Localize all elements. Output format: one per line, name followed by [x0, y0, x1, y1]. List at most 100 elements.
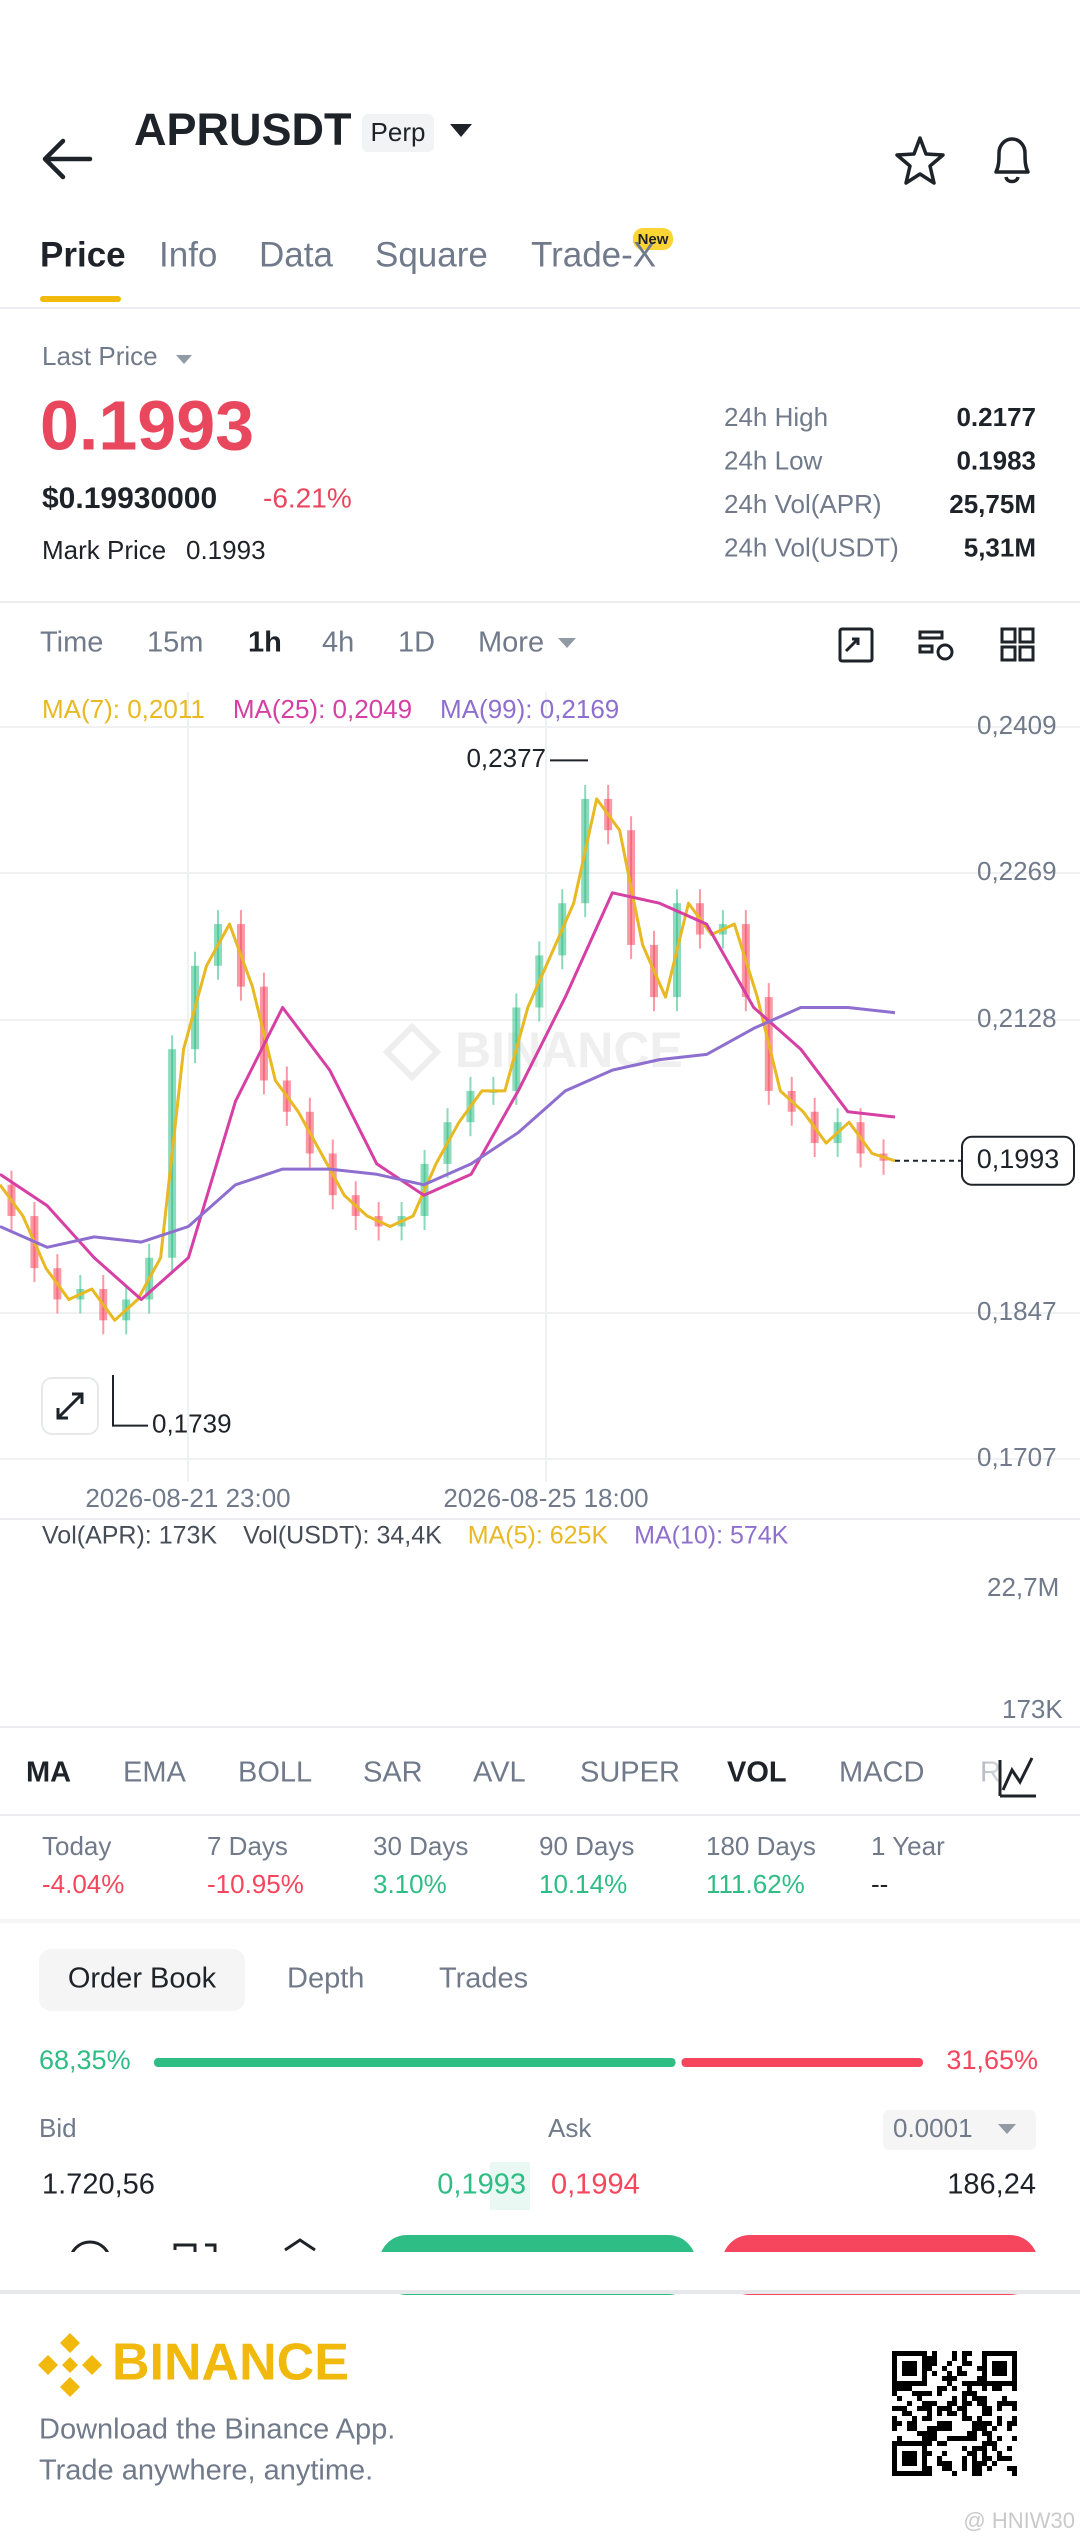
qr-module	[982, 2456, 987, 2461]
interval[interactable]: Time	[40, 627, 103, 659]
indicator-tab[interactable]: VOL	[727, 1757, 787, 1789]
chart-tools[interactable]	[838, 627, 1035, 663]
qr-module	[977, 2366, 982, 2371]
image-watermark: @ HNIW30	[963, 2508, 1075, 2533]
qr-module	[937, 2391, 942, 2396]
qr-module	[972, 2466, 977, 2471]
qr-module	[972, 2421, 977, 2426]
qr-module	[907, 2401, 912, 2406]
ask-ratio-bar	[681, 2058, 923, 2067]
qr-module	[957, 2406, 962, 2411]
qr-module	[927, 2411, 932, 2416]
qr-module	[952, 2411, 957, 2416]
qr-module	[922, 2401, 927, 2406]
qr-module	[917, 2391, 922, 2396]
qr-module	[997, 2406, 1002, 2411]
qr-module	[927, 2471, 932, 2476]
expand-button[interactable]	[41, 1377, 99, 1435]
interval[interactable]: 1D	[398, 627, 435, 659]
qr-module	[977, 2381, 982, 2386]
qr-module	[1002, 2401, 1007, 2406]
indicator-settings[interactable]	[998, 1757, 1036, 1798]
qr-module	[942, 2386, 947, 2391]
qr-module	[982, 2411, 987, 2416]
qr-module	[937, 2456, 942, 2461]
qr-module	[927, 2451, 932, 2456]
qr-module	[892, 2386, 897, 2391]
tab-underline	[40, 296, 121, 302]
contract-badge: Perp	[371, 117, 426, 147]
last-price-label: Last Price	[42, 341, 158, 371]
more-dropdown[interactable]	[558, 638, 576, 648]
qr-module	[972, 2396, 977, 2401]
qr-module	[927, 2436, 932, 2441]
qr-module	[967, 2416, 972, 2421]
interval[interactable]: More	[478, 627, 544, 659]
indicator-tab[interactable]: EMA	[123, 1757, 187, 1789]
tab[interactable]: Info	[159, 235, 217, 274]
qr-module	[932, 2431, 937, 2436]
qr-module	[972, 2456, 977, 2461]
stat-label: 24h High	[724, 402, 828, 432]
qr-module	[947, 2376, 952, 2381]
qr-module	[917, 2431, 922, 2436]
qr-module	[962, 2406, 967, 2411]
qr-module	[982, 2441, 987, 2446]
qr-module	[1007, 2426, 1012, 2431]
qr-module	[972, 2391, 977, 2396]
symbol: APRUSDT	[134, 104, 352, 155]
indicator-tab[interactable]: BOLL	[238, 1757, 312, 1789]
qr-module	[967, 2401, 972, 2406]
qr-module	[977, 2376, 982, 2381]
qr-module	[922, 2416, 927, 2421]
back-button[interactable]	[42, 138, 93, 180]
tab[interactable]: Trade-X	[531, 235, 656, 274]
qr-module	[892, 2426, 897, 2431]
qr-module	[987, 2421, 992, 2426]
indicator-tab[interactable]: AVL	[473, 1757, 526, 1789]
precision-dropdown[interactable]	[998, 2124, 1016, 2134]
qr-module	[1007, 2456, 1012, 2461]
favorite-star[interactable]	[895, 136, 945, 185]
y-tick-label: 0,2409	[977, 710, 1057, 740]
qr-module	[977, 2461, 982, 2466]
dropdown[interactable]	[450, 124, 472, 137]
qr-module	[972, 2436, 977, 2441]
book-tab[interactable]: Trades	[439, 1963, 528, 1995]
qr-module	[977, 2421, 982, 2426]
qr-module	[967, 2391, 972, 2396]
indicator-tab[interactable]: MA	[26, 1757, 71, 1789]
book-tab[interactable]: Order Book	[68, 1963, 217, 1995]
qr-code	[892, 2351, 1017, 2476]
qr-module	[932, 2426, 937, 2431]
precision: 0.0001	[893, 2113, 973, 2143]
legend-entry: MA(7): 0,2011	[42, 694, 205, 724]
stat-value: 0.1983	[956, 445, 1036, 475]
indicator-tab[interactable]: MACD	[839, 1757, 924, 1789]
qr-module	[922, 2436, 927, 2441]
interval[interactable]: 15m	[147, 627, 203, 659]
tab-pill	[39, 1949, 245, 2011]
qr-module	[1012, 2436, 1017, 2441]
precision-select[interactable]	[883, 2110, 1036, 2150]
alert-bell[interactable]	[994, 137, 1030, 184]
indicator-tab[interactable]: SUPER	[580, 1757, 680, 1789]
qr-module	[927, 2356, 932, 2361]
qr-module	[922, 2391, 927, 2396]
price-type-dropdown[interactable]	[176, 355, 192, 364]
qr-module	[1012, 2466, 1017, 2471]
qr-module	[962, 2361, 967, 2366]
indicator-tab[interactable]: SAR	[363, 1757, 423, 1789]
qr-module	[942, 2461, 947, 2466]
book-tab[interactable]: Depth	[287, 1963, 364, 1995]
tab[interactable]: Data	[259, 235, 333, 274]
tab[interactable]: Price	[40, 235, 126, 274]
footer-border	[0, 2290, 1080, 2294]
qr-module	[972, 2381, 977, 2386]
qr-module	[907, 2386, 912, 2391]
new-badge: New	[638, 231, 669, 248]
interval[interactable]: 4h	[322, 627, 354, 659]
interval[interactable]: 1h	[248, 627, 282, 659]
qr-module	[932, 2356, 937, 2361]
tab[interactable]: Square	[375, 235, 488, 274]
